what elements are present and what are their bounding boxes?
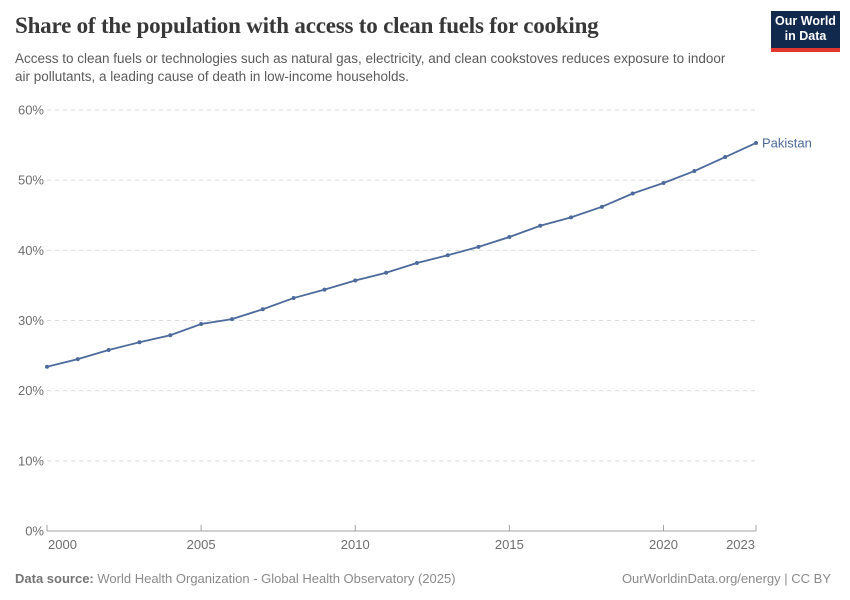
x-axis-tick-label: 2000: [48, 537, 77, 552]
data-point: [106, 347, 111, 352]
series-end-label: Pakistan: [762, 135, 812, 150]
data-point: [538, 223, 543, 228]
credit-link[interactable]: OurWorldinData.org/energy | CC BY: [621, 571, 831, 586]
y-axis-tick-label: 30%: [18, 313, 44, 328]
data-point: [661, 180, 666, 185]
y-axis-tick-label: 10%: [18, 453, 44, 468]
data-point: [353, 278, 358, 283]
data-point: [507, 235, 512, 240]
data-point: [723, 155, 728, 160]
data-point: [260, 307, 265, 312]
data-point: [229, 317, 234, 322]
data-point: [137, 340, 142, 345]
data-point: [476, 244, 481, 249]
chart-title: Share of the population with access to c…: [15, 13, 599, 38]
data-point: [322, 287, 327, 292]
data-point: [569, 215, 574, 220]
data-source-text: World Health Organization - Global Healt…: [97, 571, 456, 586]
y-axis-tick-label: 60%: [18, 103, 44, 118]
chart-subtitle: Access to clean fuels or technologies su…: [15, 51, 726, 84]
x-axis-tick-label: 2005: [187, 537, 216, 552]
data-source-note: Data source: World Health Organization -…: [15, 571, 456, 586]
data-point: [445, 253, 450, 258]
data-point: [599, 204, 604, 209]
owid-logo-line2: in Data: [784, 29, 827, 43]
y-axis-tick-label: 0%: [25, 524, 44, 539]
x-axis-tick-label: 2010: [341, 537, 370, 552]
chart-line-pakistan: [46, 142, 757, 368]
data-point: [692, 169, 697, 174]
owid-logo-line1: Our World: [775, 14, 836, 28]
data-point: [754, 140, 758, 145]
x-axis-tick-label: 2020: [649, 537, 678, 552]
data-point: [45, 364, 49, 369]
y-axis-tick-label: 50%: [18, 173, 44, 188]
data-point: [199, 322, 204, 327]
x-axis-tick-label: 2015: [495, 537, 524, 552]
y-axis-tick-label: 40%: [18, 243, 44, 258]
data-point: [384, 270, 389, 275]
y-axis-tick-label: 20%: [18, 383, 44, 398]
owid-logo: Our World in Data: [771, 11, 840, 52]
data-source-label: Data source:: [15, 571, 94, 586]
x-axis-tick-label: 2023: [726, 537, 755, 552]
data-point: [75, 357, 80, 362]
data-point: [630, 191, 635, 196]
data-point: [291, 296, 296, 301]
data-point: [414, 260, 419, 265]
data-point: [168, 333, 173, 338]
